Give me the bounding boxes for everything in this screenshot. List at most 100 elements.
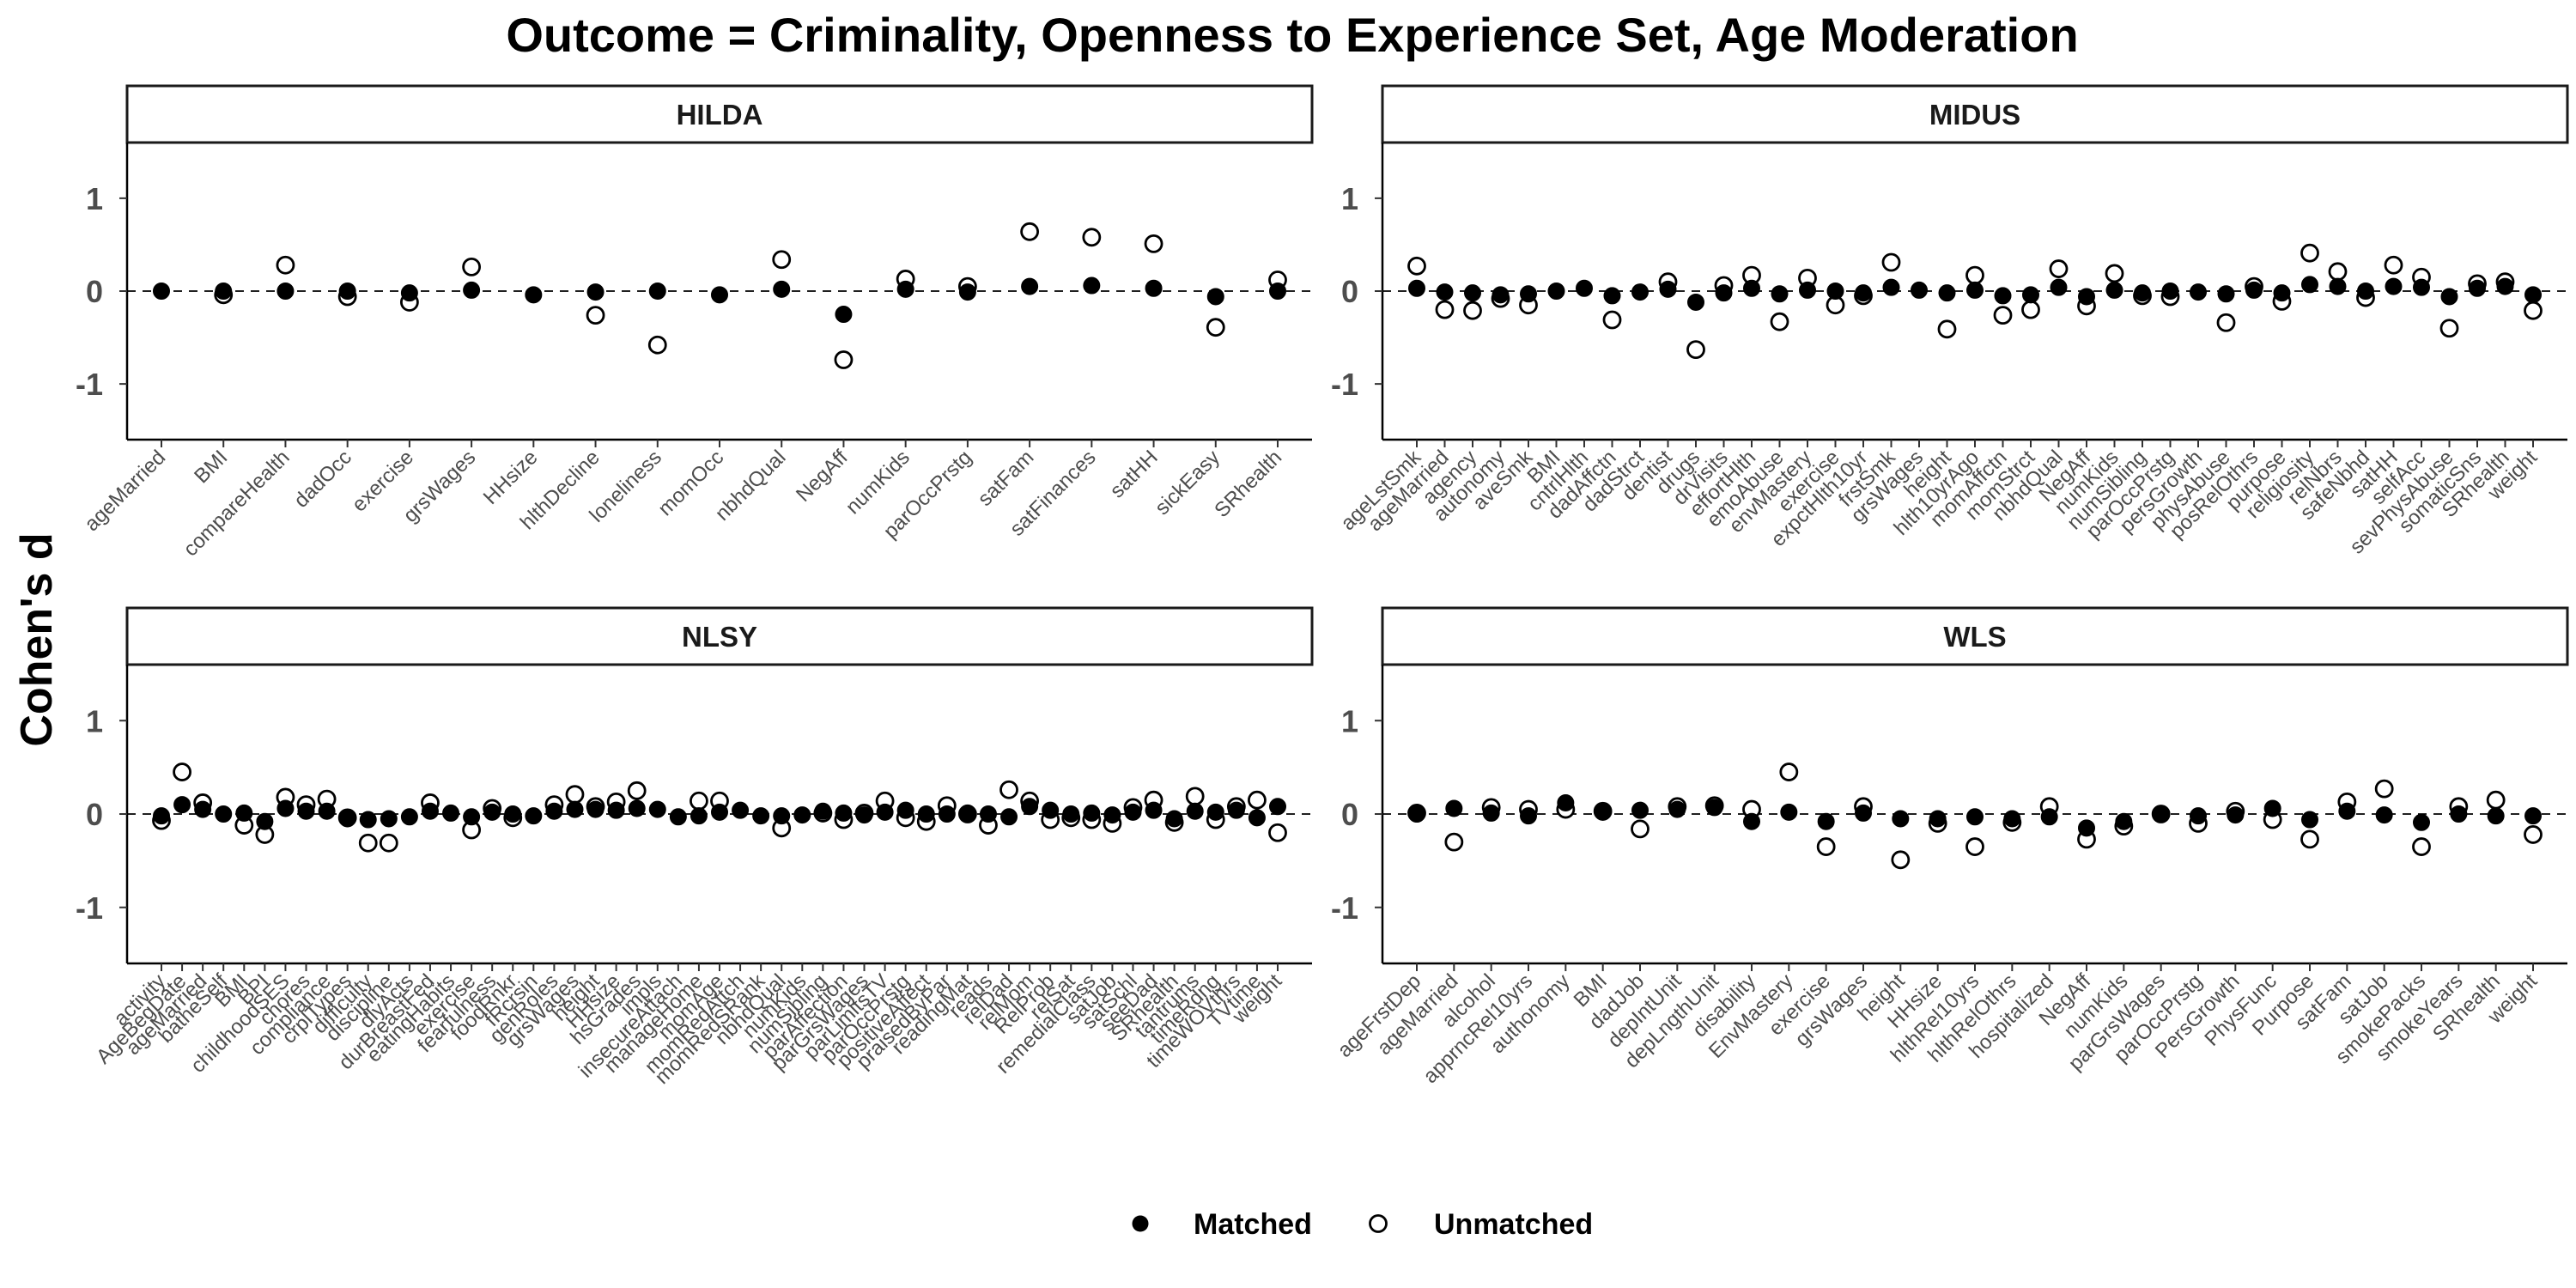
matched-point [1227, 801, 1245, 819]
matched-point [752, 807, 770, 825]
matched-point [896, 280, 914, 298]
matched-point [2469, 279, 2486, 297]
matched-point [256, 812, 274, 830]
matched-point [1705, 799, 1723, 817]
matched-point [2134, 284, 2151, 302]
matched-point [1482, 804, 1500, 822]
matched-point [1687, 293, 1704, 311]
panel-strip [1381, 84, 2569, 144]
matched-point [1817, 812, 1835, 830]
y-tick-label: 0 [86, 274, 103, 309]
unmatched-point [690, 791, 708, 811]
matched-point [2413, 278, 2430, 296]
unmatched-point [1937, 319, 1957, 339]
x-tick-label: satHH [1106, 446, 1163, 502]
x-tick-label: dadOcc [289, 446, 356, 513]
matched-point [1103, 806, 1121, 824]
matched-point [1994, 287, 2012, 305]
panel-hilda: HILDA -1 0 1 ageMarried BMIcompareHealthdadOc… [76, 84, 1314, 561]
matched-point [1743, 279, 1760, 297]
y-tick-label: 1 [86, 181, 103, 216]
unmatched-point [276, 255, 295, 275]
matched-point [421, 802, 439, 820]
legend-matched-label: Matched [1194, 1208, 1312, 1241]
matched-point [1743, 812, 1760, 830]
matched-point [1938, 284, 1956, 302]
matched-point [525, 286, 543, 304]
matched-point [732, 801, 750, 819]
unmatched-point [1435, 300, 1455, 319]
panel-midus: MIDUS-101ageLstSmkageMarriedagencyautono… [1331, 84, 2569, 559]
matched-point [1408, 805, 1425, 823]
matched-point [1269, 798, 1286, 816]
matched-point [711, 286, 728, 304]
matched-point [2263, 799, 2281, 817]
matched-point [2227, 806, 2245, 824]
matched-point [855, 806, 873, 824]
matched-point [194, 800, 212, 818]
unmatched-point [2439, 319, 2459, 338]
y-tick-label: -1 [1331, 367, 1358, 402]
y-tick-label: -1 [76, 367, 103, 402]
unmatched-point [772, 250, 792, 270]
matched-point [2078, 819, 2095, 837]
matched-point [958, 804, 976, 822]
unmatched-point [2412, 837, 2431, 856]
matched-point [2357, 283, 2374, 300]
matched-point [669, 808, 687, 826]
unmatched-point [2374, 779, 2394, 799]
matched-point [463, 281, 481, 299]
matched-point [835, 306, 853, 324]
matched-point [2245, 281, 2263, 299]
unmatched-point [1444, 832, 1464, 852]
matched-point [2078, 288, 2095, 306]
matched-point [2152, 805, 2170, 823]
matched-point [463, 808, 481, 826]
legend: Matched Unmatched [1132, 1208, 1593, 1241]
matched-point [504, 805, 522, 823]
unmatched-point [1770, 312, 1789, 331]
matched-point [1186, 802, 1204, 820]
y-tick-label: 0 [86, 797, 103, 832]
matched-point [1929, 810, 1947, 828]
matched-point [648, 800, 666, 818]
matched-point [545, 802, 563, 820]
matched-point [1021, 277, 1039, 295]
matched-point [1206, 803, 1224, 821]
matched-point [1780, 803, 1798, 821]
unmatched-point [834, 350, 854, 369]
matched-point [153, 807, 170, 825]
matched-point [1882, 278, 1900, 296]
x-tick-label: BMI [190, 446, 232, 488]
panel-title: NLSY [682, 621, 757, 653]
matched-point [648, 283, 666, 300]
unmatched-point [647, 335, 667, 355]
matched-point [153, 283, 170, 300]
matched-point [2190, 807, 2207, 825]
matched-point [1492, 286, 1510, 304]
unmatched-point [1185, 787, 1205, 806]
matched-point [1165, 810, 1183, 828]
y-axis-label: Cohen's d [12, 532, 62, 746]
x-tick-label: NegAff [792, 446, 853, 507]
matched-point [2003, 810, 2021, 828]
matched-point [483, 803, 501, 821]
matched-point [2217, 285, 2235, 303]
legend-matched-marker [1132, 1215, 1149, 1232]
unmatched-point [358, 833, 378, 853]
x-tick-label: compareHealth [179, 446, 295, 561]
panel-title: HILDA [677, 99, 763, 131]
matched-point [215, 283, 233, 300]
unmatched-point [1602, 310, 1622, 330]
matched-point [2050, 278, 2068, 296]
legend-unmatched-label: Unmatched [1434, 1208, 1593, 1241]
unmatched-point [379, 833, 398, 853]
facet-panels: HILDA -1 0 1 ageMarried BMIcompareHealthdadOc… [76, 84, 2569, 1089]
matched-point [215, 805, 233, 823]
unmatched-point [1144, 234, 1163, 253]
unmatched-point [1686, 340, 1705, 360]
matched-point [1547, 283, 1565, 300]
matched-point [2524, 807, 2542, 825]
matched-point [2450, 805, 2468, 823]
